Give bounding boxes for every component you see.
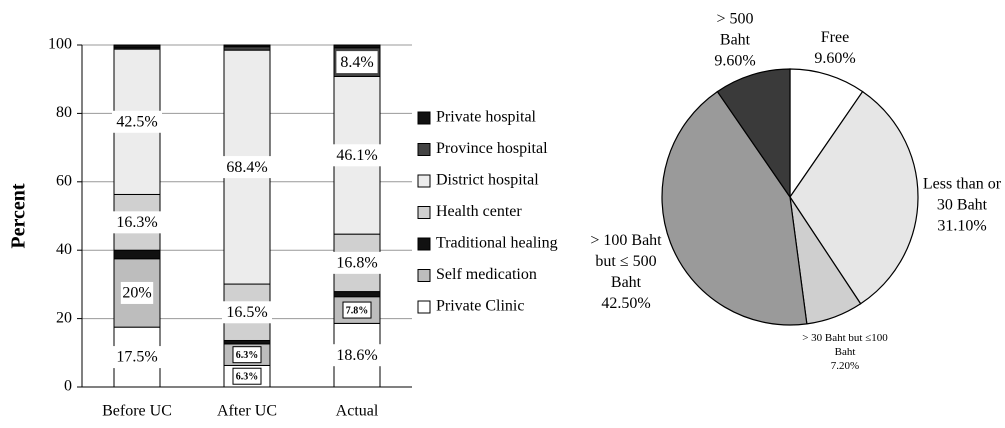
- pie-category: > 100 Baht but ≤ 500 Baht: [590, 232, 662, 291]
- pie-category: > 30 Baht but ≤100 Baht: [802, 332, 888, 358]
- pie-category: Less than or 30 Baht: [922, 175, 1002, 214]
- bar-segment: [113, 44, 161, 49]
- data-label: 6.3%: [236, 350, 259, 361]
- x-tick-label: Actual: [336, 403, 379, 420]
- y-tick-label: 80: [56, 104, 72, 121]
- legend-label: Province hospital: [436, 140, 548, 157]
- data-label: 16.5%: [226, 304, 267, 321]
- legend-swatch: [417, 269, 431, 282]
- pie-slice: [789, 68, 864, 199]
- bar-segment: [223, 46, 271, 51]
- y-axis-label: Percent: [8, 183, 30, 248]
- pie-label: > 500 Baht 9.60%: [705, 9, 765, 72]
- y-tick-label: 40: [56, 241, 72, 258]
- label-box: [222, 156, 272, 179]
- label-box: [120, 281, 154, 304]
- bar-segment: [333, 44, 381, 49]
- legend-swatch: [417, 206, 431, 219]
- label-box: [112, 110, 162, 133]
- data-label: 18.6%: [336, 347, 377, 364]
- pie-slice: [661, 90, 808, 326]
- legend-label: Private Clinic: [436, 298, 524, 315]
- pie-label: Less than or 30 Baht 31.10%: [922, 174, 1002, 237]
- data-label: 6.3%: [236, 372, 259, 383]
- x-tick-label: After UC: [217, 403, 277, 420]
- data-label: 16.3%: [116, 214, 157, 231]
- data-label: 46.1%: [336, 147, 377, 164]
- data-label: 8.4%: [340, 54, 373, 71]
- label-box: [332, 144, 382, 167]
- y-tick-label: 60: [56, 172, 72, 189]
- pie-value-label: 9.60%: [814, 50, 856, 67]
- label-box: [332, 344, 382, 367]
- legend-label: Health center: [436, 203, 522, 220]
- label-box: [336, 51, 378, 74]
- data-label: 16.8%: [336, 255, 377, 272]
- legend-swatch: [417, 237, 431, 251]
- pie-label: > 100 Baht but ≤ 500 Baht 42.50%: [584, 230, 669, 314]
- pie-value-label: 42.50%: [601, 295, 651, 312]
- label-box: [232, 346, 262, 364]
- legend-label: Self medication: [436, 266, 537, 283]
- legend-swatch: [417, 111, 431, 125]
- pie-label: Free 9.60%: [805, 27, 865, 69]
- data-label: 20%: [122, 285, 151, 302]
- data-label: 17.5%: [116, 349, 157, 366]
- pie-slice: [716, 68, 791, 199]
- legend-swatch: [417, 143, 431, 156]
- bar-segment: [223, 339, 271, 345]
- pie-value-label: 31.10%: [937, 217, 987, 235]
- data-label: 42.5%: [116, 113, 157, 130]
- pie-category: Free: [820, 29, 850, 46]
- y-tick-label: 100: [48, 36, 72, 53]
- y-tick-label: 20: [56, 309, 72, 326]
- bar-segment: [333, 291, 381, 298]
- label-box: [332, 251, 382, 274]
- legend-label: Private hospital: [436, 109, 537, 126]
- label-box: [222, 301, 272, 324]
- label-box: [112, 346, 162, 369]
- legend-swatch: [417, 174, 431, 188]
- label-box: [112, 211, 162, 234]
- pie-value-label: 9.60%: [714, 52, 756, 70]
- pie-value-label: 7.20%: [830, 360, 860, 372]
- pie-slice: [789, 90, 919, 305]
- x-tick-label: Before UC: [102, 403, 172, 420]
- data-label: 68.4%: [226, 159, 267, 176]
- legend-swatch: [417, 300, 431, 314]
- legend-label: District hospital: [436, 172, 539, 189]
- bar-segment: [113, 249, 161, 260]
- label-box: [232, 367, 262, 385]
- data-label: 7.8%: [346, 305, 369, 316]
- bar-segment: [223, 44, 271, 48]
- y-tick-label: 0: [64, 378, 72, 395]
- pie-category: > 500 Baht: [716, 10, 754, 49]
- pie-label: > 30 Baht but ≤100 Baht 7.20%: [798, 331, 893, 373]
- legend-label: Traditional healing: [436, 235, 558, 252]
- label-box: [342, 301, 372, 319]
